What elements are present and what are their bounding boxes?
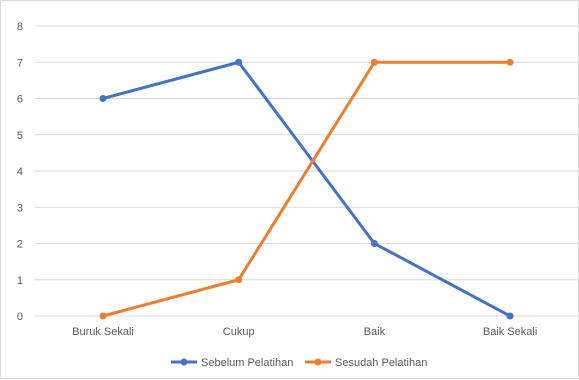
y-tick-label: 5 [17, 130, 23, 142]
y-tick-label: 4 [17, 166, 23, 178]
legend-item: Sesudah Pelatihan [305, 357, 427, 369]
y-tick-label: 6 [17, 94, 23, 106]
data-point [235, 276, 243, 284]
legend-label: Sesudah Pelatihan [335, 357, 427, 369]
series-line [101, 60, 512, 318]
legend: Sebelum Pelatihan Sesudah Pelatihan [171, 357, 427, 369]
y-tick-label: 0 [17, 311, 23, 323]
x-axis-ticks: Buruk Sekali Cukup Baik Baik Sekali [72, 326, 537, 338]
legend-swatch-marker [314, 358, 322, 366]
data-point [235, 58, 243, 66]
y-tick-label: 3 [17, 202, 23, 214]
x-tick-label: Cukup [223, 326, 255, 338]
x-tick-label: Buruk Sekali [72, 326, 134, 338]
x-tick-label: Baik Sekali [483, 326, 537, 338]
data-point [506, 312, 514, 320]
y-tick-label: 8 [17, 21, 23, 33]
data-point [370, 58, 378, 66]
y-axis-ticks: 0 1 2 3 4 5 6 7 8 [17, 21, 23, 323]
series-1 [99, 58, 514, 320]
x-tick-label: Baik [364, 326, 386, 338]
legend-swatch-marker [180, 358, 188, 366]
y-tick-label: 1 [17, 275, 23, 287]
data-point [99, 312, 107, 320]
data-point [370, 240, 378, 247]
data-point [506, 58, 514, 66]
legend-item: Sebelum Pelatihan [171, 357, 293, 369]
series-layer [99, 58, 514, 320]
series-line [101, 60, 512, 318]
y-tick-label: 2 [17, 239, 23, 251]
data-point [99, 95, 107, 102]
y-tick-label: 7 [17, 57, 23, 69]
legend-label: Sebelum Pelatihan [201, 357, 293, 369]
series-2 [99, 58, 514, 320]
